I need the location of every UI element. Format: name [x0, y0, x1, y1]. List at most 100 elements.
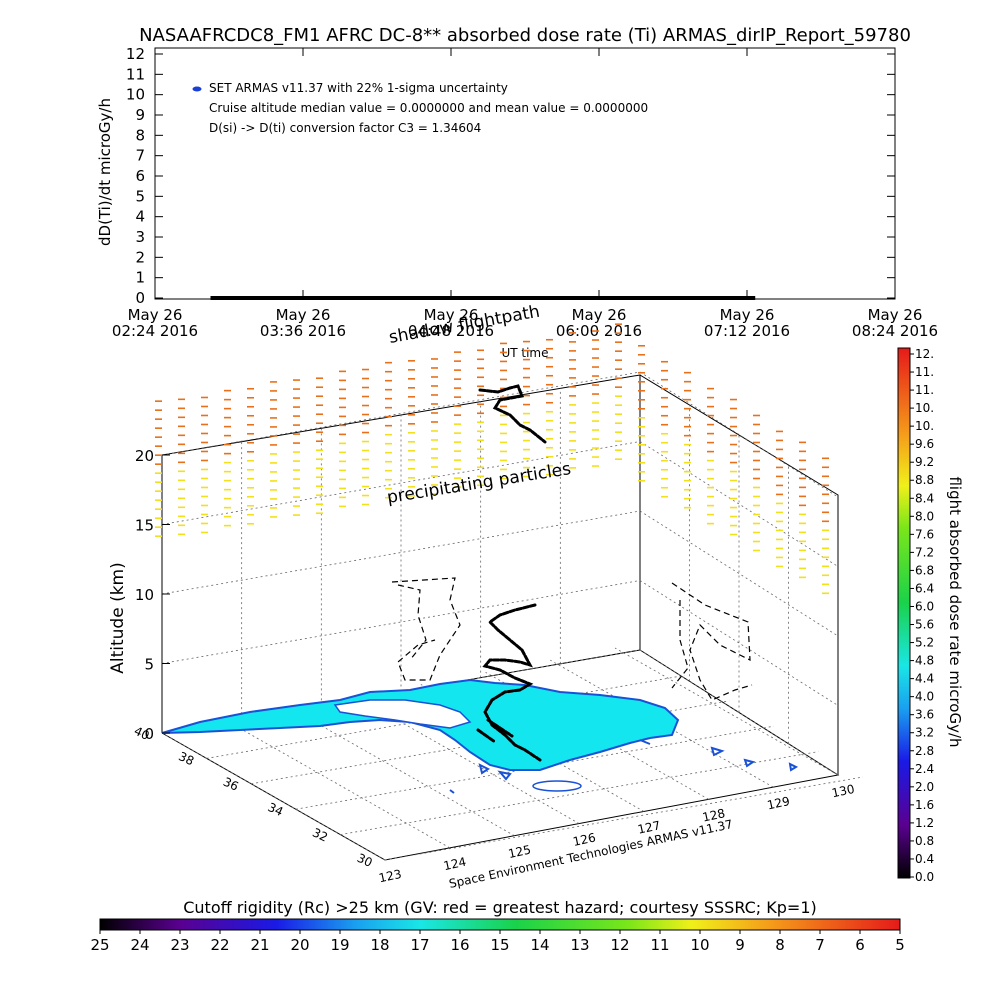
rigidity-colorbar-tick-label: 10 [690, 936, 709, 954]
dose-colorbar-tick-label: 7.2 [915, 545, 934, 559]
y-tick-label: 5 [135, 187, 145, 205]
inland-water [333, 699, 472, 729]
rigidity-colorbar-tick-label: 13 [570, 936, 589, 954]
longitude-tick-group: 123 124 125 126 127 128 129 130 [378, 782, 856, 885]
x-tick-date: May 26 [572, 306, 627, 324]
legend-entry-series: SET ARMAS v11.37 with 22% 1-sigma uncert… [209, 81, 508, 95]
y-tick-label: 12 [126, 45, 145, 63]
dose-colorbar-tick-label: 9.6 [915, 437, 934, 451]
y-tick-label: 3 [135, 228, 145, 246]
rigidity-colorbar-tick-label: 17 [410, 936, 429, 954]
altitude-tick-label: 10 [135, 586, 154, 604]
x-tick-date: May 26 [720, 306, 775, 324]
latitude-tick-label: 40 [132, 724, 152, 743]
dose-colorbar-tick-label: 4.8 [915, 654, 934, 668]
dose-colorbar-tick-label: 6.4 [915, 581, 934, 595]
grid-line-floor-lon [226, 720, 450, 849]
x-tick-date: May 26 [424, 306, 479, 324]
y-tick-label: 11 [126, 65, 145, 83]
legend-marker [192, 86, 202, 92]
grid-line-side [639, 510, 839, 637]
dose-colorbar-tick-label: 4.0 [915, 690, 934, 704]
dose-colorbar-tick-label: 0.4 [915, 852, 934, 866]
rigidity-colorbar: Cutoff rigidity (Rc) >25 km (GV: red = g… [90, 898, 904, 954]
dose-colorbar-ticks: 12. 11. 11. 10. 10. 9.6 9.2 8.8 8.4 8.0 7.6 7.2 6.8 6… [910, 347, 934, 884]
rigidity-colorbar-tick-label: 18 [370, 936, 389, 954]
dose-colorbar-tick-label: 2.8 [915, 744, 934, 758]
dose-colorbar-tick-label: 3.6 [915, 708, 934, 722]
rigidity-colorbar-ticks: 25 24 23 22 21 20 19 18 17 16 15 14 13 12 11 10 9 8 7 6 5 [90, 930, 905, 954]
ocean-region [161, 678, 799, 794]
island [532, 780, 582, 792]
rigidity-colorbar-tick-label: 24 [130, 936, 149, 954]
altitude-tick-label: 0 [144, 725, 154, 743]
x-tick-date: May 26 [276, 306, 331, 324]
box-right-wall [639, 374, 839, 775]
rigidity-colorbar-tick-label: 20 [290, 936, 309, 954]
legend-entry-cruise-stats: Cruise altitude median value = 0.0000000… [209, 101, 648, 115]
altitude-tick-label: 20 [135, 447, 154, 465]
latitude-tick-label: 38 [176, 749, 196, 768]
dose-colorbar-tick-label: 0.0 [915, 870, 934, 884]
dose-colorbar-tick-label: 11. [915, 383, 934, 397]
rigidity-colorbar-tick-label: 12 [610, 936, 629, 954]
rigidity-colorbar-tick-label: 21 [250, 936, 269, 954]
x-tick-date: May 26 [128, 306, 183, 324]
dose-colorbar-tick-label: 5.2 [915, 636, 934, 650]
grid-lines [161, 371, 864, 861]
shadow-path-side [671, 582, 753, 701]
dose-colorbar-tick-label: 6.8 [915, 563, 934, 577]
y-tick-label: 7 [135, 147, 145, 165]
y-tick-label: 0 [135, 289, 145, 307]
longitude-tick-label: 130 [831, 782, 856, 800]
dose-colorbar-tick-label: 4.4 [915, 672, 934, 686]
box-front-wall [161, 374, 641, 733]
flight-3d-panel: 0 5 10 15 20 30 32 34 36 38 40 123 124 125 126 127 128… [108, 302, 864, 891]
shadow-flightpath [391, 577, 753, 701]
grid-line-floor-lat [295, 725, 774, 810]
dose-colorbar-tick-label: 10. [915, 419, 934, 433]
altitude-tick-group: 0 5 10 15 20 [135, 447, 170, 743]
dose-colorbar-tick-label: 0.8 [915, 834, 934, 848]
legend-entry-conversion: D(si) -> D(ti) conversion factor C3 = 1.… [209, 121, 481, 135]
grid-line-front [161, 371, 641, 456]
y-tick-label: 4 [135, 208, 145, 226]
rigidity-colorbar-tick-label: 22 [210, 936, 229, 954]
dose-colorbar-label: flight absorbed dose rate microGy/h [946, 476, 964, 747]
sea-surface [161, 678, 680, 771]
dose-colorbar-tick-label: 8.8 [915, 473, 934, 487]
rigidity-colorbar-tick-label: 23 [170, 936, 189, 954]
grid-line-front [161, 580, 641, 664]
rigidity-colorbar-tick-label: 14 [530, 936, 549, 954]
rigidity-colorbar-tick-label: 25 [90, 936, 109, 954]
y-axis-label: dD(Ti)/dt microGy/h [96, 98, 114, 246]
dose-colorbar-gradient [897, 347, 911, 879]
latitude-tick-label: 34 [266, 800, 286, 819]
legend: SET ARMAS v11.37 with 22% 1-sigma uncert… [192, 81, 648, 135]
latitude-tick-label: 30 [355, 851, 375, 870]
grid-line-floor-lat [206, 675, 685, 759]
grid-line-side [639, 371, 839, 498]
flight-track [476, 384, 547, 762]
latitude-tick-group: 30 32 34 36 38 40 [132, 724, 375, 870]
rigidity-colorbar-tick-label: 15 [490, 936, 509, 954]
dose-colorbar-tick-label: 6.0 [915, 599, 934, 613]
longitude-tick-label: 123 [378, 867, 403, 885]
x-tick-time: 04:48 2016 [408, 322, 494, 340]
precipitating-particles-label: precipitating particles [386, 459, 573, 508]
rigidity-colorbar-tick-label: 8 [775, 936, 785, 954]
altitude-tick-label: 5 [144, 656, 154, 674]
y-tick-label: 8 [135, 126, 145, 144]
rigidity-colorbar-tick-label: 7 [815, 936, 825, 954]
x-tick-time: 03:36 2016 [260, 322, 346, 340]
grid-line-front [161, 441, 641, 525]
altitude-tick-label: 15 [135, 517, 154, 535]
latitude-tick-label: 32 [310, 825, 330, 844]
y-tick-label: 1 [135, 269, 145, 287]
longitude-tick-label: 128 [701, 806, 726, 824]
grid-line-side [639, 441, 839, 567]
coast-islands [449, 739, 799, 794]
